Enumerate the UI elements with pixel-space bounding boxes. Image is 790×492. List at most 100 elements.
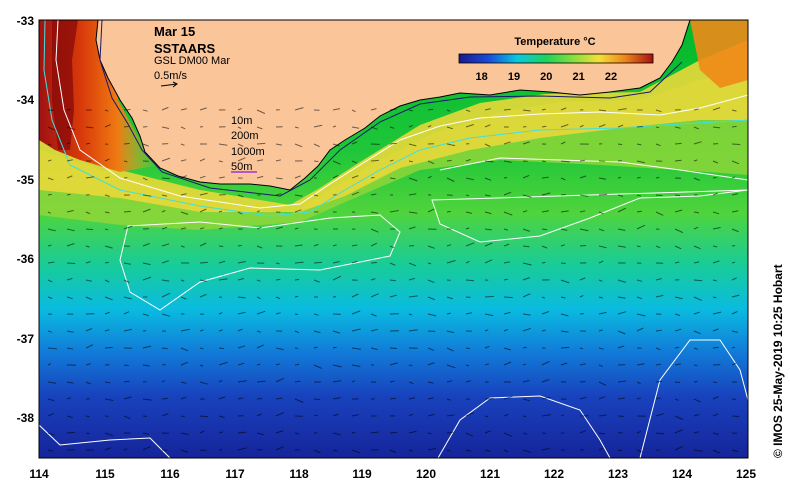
- current-vector: [161, 126, 170, 129]
- current-vector: [655, 413, 664, 417]
- current-vector: [465, 449, 472, 452]
- current-vector: [560, 414, 565, 417]
- current-vector: [313, 364, 323, 369]
- current-vector: [237, 194, 244, 198]
- current-vector: [104, 346, 113, 349]
- current-vector: [180, 396, 187, 400]
- lat-tick-label: -33: [17, 14, 35, 28]
- current-vector: [294, 380, 301, 383]
- current-vector: [408, 160, 413, 163]
- current-vector: [408, 211, 418, 214]
- current-vector: [598, 109, 607, 112]
- current-vector: [66, 277, 73, 281]
- current-vector: [731, 261, 736, 264]
- current-vector: [636, 449, 643, 453]
- current-vector: [541, 360, 550, 366]
- current-vector: [256, 159, 264, 162]
- current-vector: [522, 262, 532, 266]
- current-vector: [465, 194, 470, 197]
- current-vector: [275, 177, 283, 180]
- current-vector: [693, 398, 701, 403]
- current-vector: [560, 330, 569, 333]
- current-vector: [579, 124, 584, 128]
- current-vector: [332, 244, 337, 247]
- current-vector: [636, 296, 642, 300]
- current-vector: [161, 292, 171, 298]
- current-vector: [313, 160, 319, 162]
- current-vector: [123, 125, 129, 128]
- current-vector: [66, 347, 73, 350]
- current-vector: [85, 415, 90, 418]
- current-vector: [123, 279, 130, 283]
- current-vector: [294, 330, 300, 334]
- current-vector: [389, 159, 394, 162]
- current-vector: [180, 432, 189, 436]
- current-vector: [47, 412, 55, 417]
- current-vector: [427, 296, 435, 301]
- current-vector: [256, 344, 264, 349]
- current-vector: [142, 276, 152, 281]
- current-vector: [104, 432, 114, 437]
- current-vector: [142, 446, 151, 451]
- current-vector: [123, 225, 133, 230]
- current-vector: [731, 449, 739, 452]
- current-vector: [313, 449, 321, 454]
- current-vector: [332, 108, 340, 111]
- current-vector: [199, 242, 207, 247]
- current-vector: [370, 328, 378, 332]
- current-vector: [237, 296, 246, 299]
- current-vector: [370, 211, 379, 214]
- product-name: SSTAARS: [154, 41, 215, 56]
- current-vector: [332, 449, 338, 452]
- colorbar-tick-label: 18: [475, 71, 487, 83]
- current-vector: [484, 211, 492, 215]
- current-vector: [199, 347, 204, 350]
- current-vector: [199, 158, 206, 162]
- current-vector: [199, 107, 207, 111]
- current-vector: [161, 243, 170, 247]
- current-vector: [522, 194, 532, 198]
- current-vector: [598, 245, 607, 249]
- current-vector: [712, 211, 720, 215]
- current-vector: [104, 398, 114, 401]
- current-vector: [275, 397, 283, 400]
- current-vector: [332, 160, 341, 165]
- current-vector: [598, 396, 606, 400]
- current-vector: [389, 397, 397, 400]
- current-vector: [370, 293, 379, 298]
- current-vector: [237, 261, 246, 264]
- current-vector: [655, 329, 662, 332]
- current-vector: [427, 381, 434, 384]
- current-vector: [712, 260, 720, 264]
- current-vector: [446, 312, 451, 315]
- depth-contour-10m: [99, 20, 683, 197]
- current-vector: [123, 262, 131, 265]
- current-vector: [712, 311, 722, 315]
- current-vector: [389, 449, 397, 453]
- current-vector: [446, 143, 456, 147]
- current-vector: [85, 245, 90, 248]
- current-vector: [123, 311, 130, 315]
- current-vector: [427, 432, 432, 435]
- current-vector: [598, 329, 603, 332]
- current-vector: [123, 328, 132, 332]
- current-vector: [351, 347, 361, 350]
- east-warm-corner: [690, 20, 748, 88]
- isotherm-contour: [431, 157, 748, 243]
- current-vector: [218, 245, 224, 247]
- current-vector: [636, 224, 646, 230]
- current-vector: [408, 295, 418, 298]
- current-vector: [408, 449, 413, 452]
- current-vector: [712, 381, 717, 384]
- current-vector: [351, 328, 361, 332]
- current-vector: [484, 124, 491, 128]
- current-vector: [275, 296, 281, 300]
- current-vector: [408, 277, 416, 281]
- current-vector: [598, 124, 606, 128]
- current-vector: [484, 449, 491, 452]
- current-vector: [142, 208, 151, 213]
- current-vector: [655, 432, 664, 435]
- current-vector: [351, 141, 358, 145]
- current-vector: [275, 226, 283, 230]
- current-vector: [598, 193, 608, 196]
